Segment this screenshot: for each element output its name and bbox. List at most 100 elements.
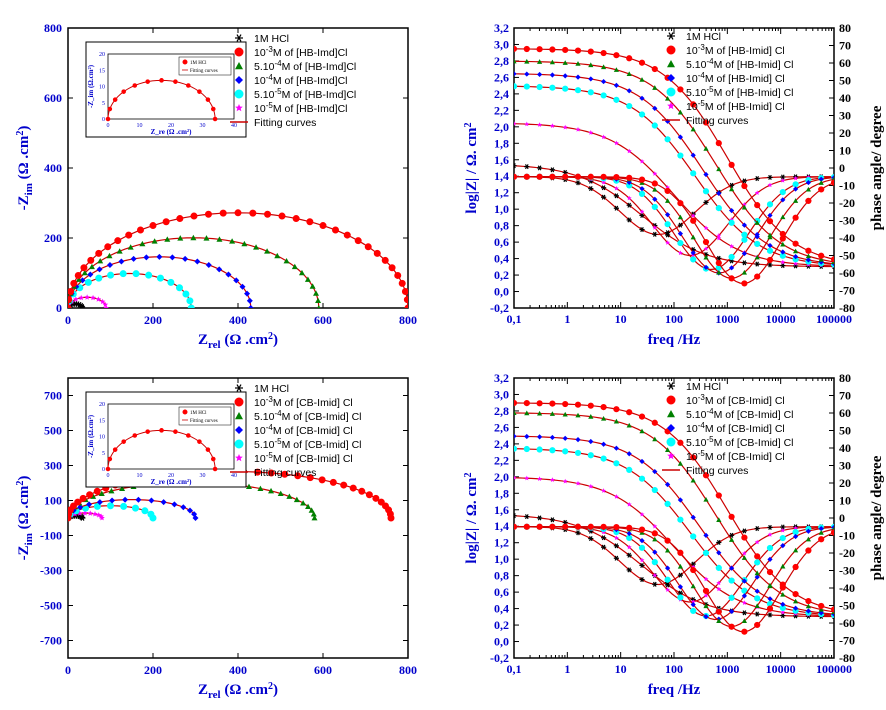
svg-text:1M HCl: 1M HCl xyxy=(686,31,721,43)
svg-text:10: 10 xyxy=(99,85,105,91)
svg-text:600: 600 xyxy=(44,91,62,105)
svg-text:log|Z| / Ω. cm2: log|Z| / Ω. cm2 xyxy=(463,122,480,213)
svg-text:5.10-5M of [CB-Imid] Cl: 5.10-5M of [CB-Imid] Cl xyxy=(686,435,794,449)
panel-bode-cb: 0,1110100100010000100000-0,20,00,20,40,6… xyxy=(458,360,886,700)
svg-text:-20: -20 xyxy=(839,546,855,560)
svg-text:-70: -70 xyxy=(839,634,855,648)
svg-text:2,4: 2,4 xyxy=(494,437,509,451)
svg-text:3,0: 3,0 xyxy=(494,387,509,401)
svg-text:10-3M of [HB-Imd]Cl: 10-3M of [HB-Imd]Cl xyxy=(254,45,348,59)
svg-text:0: 0 xyxy=(102,117,105,123)
svg-text:400: 400 xyxy=(44,161,62,175)
svg-text:-70: -70 xyxy=(839,284,855,298)
svg-text:Zrel (Ω .cm2): Zrel (Ω .cm2) xyxy=(198,331,278,350)
svg-text:5.10-4M of [HB-Imd]Cl: 5.10-4M of [HB-Imd]Cl xyxy=(254,59,356,73)
svg-text:0: 0 xyxy=(839,511,845,525)
svg-text:0,6: 0,6 xyxy=(494,585,509,599)
svg-text:0: 0 xyxy=(107,473,110,479)
svg-text:Fitting curves: Fitting curves xyxy=(190,69,218,74)
svg-text:20: 20 xyxy=(99,402,105,408)
svg-text:-Z_im (Ω.cm²): -Z_im (Ω.cm²) xyxy=(87,414,95,458)
svg-text:50: 50 xyxy=(839,74,851,88)
svg-text:15: 15 xyxy=(99,418,105,424)
svg-text:700: 700 xyxy=(44,389,62,403)
svg-text:-Zim (Ω .cm2): -Zim (Ω .cm2) xyxy=(15,126,35,211)
nyquist-cb: 0200400600800-700-500-300-10010030050070… xyxy=(10,360,443,700)
svg-text:-700: -700 xyxy=(40,634,62,648)
svg-text:20: 20 xyxy=(839,476,851,490)
svg-text:5.10-5M of [HB-Imd]Cl: 5.10-5M of [HB-Imd]Cl xyxy=(254,87,356,101)
svg-text:10: 10 xyxy=(137,123,143,129)
svg-text:Z_re (Ω .cm²): Z_re (Ω .cm²) xyxy=(151,478,192,486)
svg-text:10-3M of [CB-Imid] Cl: 10-3M of [CB-Imid] Cl xyxy=(254,395,353,409)
svg-text:40: 40 xyxy=(231,123,237,129)
svg-text:200: 200 xyxy=(44,231,62,245)
svg-text:3,2: 3,2 xyxy=(494,21,509,35)
svg-text:10-3M of [HB-Imid] Cl: 10-3M of [HB-Imid] Cl xyxy=(686,43,785,57)
svg-text:100: 100 xyxy=(665,312,683,326)
svg-text:30: 30 xyxy=(839,459,851,473)
svg-text:15: 15 xyxy=(99,68,105,74)
svg-text:10000: 10000 xyxy=(766,312,796,326)
svg-text:1M HCl: 1M HCl xyxy=(190,61,207,66)
svg-text:0,0: 0,0 xyxy=(494,635,509,649)
svg-text:40: 40 xyxy=(231,473,237,479)
svg-text:20: 20 xyxy=(839,126,851,140)
svg-text:-50: -50 xyxy=(839,599,855,613)
svg-text:Fitting curves: Fitting curves xyxy=(190,419,218,424)
svg-text:10-4M of [CB-Imid] Cl: 10-4M of [CB-Imid] Cl xyxy=(254,423,353,437)
svg-text:Fitting curves: Fitting curves xyxy=(254,117,316,129)
svg-text:10-5M of [CB-Imid] Cl: 10-5M of [CB-Imid] Cl xyxy=(686,449,785,463)
svg-text:Z_re (Ω .cm²): Z_re (Ω .cm²) xyxy=(151,128,192,136)
svg-text:2,8: 2,8 xyxy=(494,54,509,68)
svg-text:0,4: 0,4 xyxy=(494,252,509,266)
svg-text:5.10-5M of [HB-Imid] Cl: 5.10-5M of [HB-Imid] Cl xyxy=(686,85,794,99)
svg-text:5.10-4M of [CB-Imid] Cl: 5.10-4M of [CB-Imid] Cl xyxy=(254,409,362,423)
svg-text:phase angle/ degree: phase angle/ degree xyxy=(869,105,885,230)
svg-text:-300: -300 xyxy=(40,564,62,578)
svg-text:freq /Hz: freq /Hz xyxy=(648,682,701,698)
svg-text:40: 40 xyxy=(839,91,851,105)
svg-text:400: 400 xyxy=(229,663,247,677)
svg-text:-80: -80 xyxy=(839,301,855,315)
svg-text:1,6: 1,6 xyxy=(494,503,509,517)
svg-text:0,2: 0,2 xyxy=(494,618,509,632)
svg-text:0: 0 xyxy=(839,161,845,175)
svg-text:Zrel (Ω .cm2): Zrel (Ω .cm2) xyxy=(198,681,278,700)
svg-text:10-3M of [CB-Imid] Cl: 10-3M of [CB-Imid] Cl xyxy=(686,393,785,407)
svg-text:5: 5 xyxy=(102,101,105,107)
svg-text:5.10-5M of [CB-Imid] Cl: 5.10-5M of [CB-Imid] Cl xyxy=(254,437,362,451)
svg-text:phase angle/ degree: phase angle/ degree xyxy=(869,455,885,580)
svg-text:-10: -10 xyxy=(839,179,855,193)
svg-text:10: 10 xyxy=(615,312,627,326)
svg-text:0: 0 xyxy=(65,313,71,327)
svg-text:10: 10 xyxy=(99,435,105,441)
svg-text:1,0: 1,0 xyxy=(494,202,509,216)
svg-text:600: 600 xyxy=(314,313,332,327)
svg-text:10-5M of [HB-Imd]Cl: 10-5M of [HB-Imd]Cl xyxy=(254,101,348,115)
svg-text:1,2: 1,2 xyxy=(494,186,509,200)
svg-text:-100: -100 xyxy=(40,529,62,543)
svg-text:10-4M of [HB-Imid] Cl: 10-4M of [HB-Imid] Cl xyxy=(686,71,785,85)
svg-text:2,0: 2,0 xyxy=(494,120,509,134)
svg-text:0: 0 xyxy=(56,301,62,315)
svg-text:1,2: 1,2 xyxy=(494,536,509,550)
svg-text:1,6: 1,6 xyxy=(494,153,509,167)
svg-text:60: 60 xyxy=(839,406,851,420)
svg-text:0,4: 0,4 xyxy=(494,602,509,616)
svg-text:5.10-4M of [CB-Imid] Cl: 5.10-4M of [CB-Imid] Cl xyxy=(686,407,794,421)
svg-text:1M HCl: 1M HCl xyxy=(190,411,207,416)
svg-text:600: 600 xyxy=(314,663,332,677)
svg-text:1: 1 xyxy=(564,312,570,326)
svg-text:80: 80 xyxy=(839,371,851,385)
svg-text:0: 0 xyxy=(102,467,105,473)
svg-text:-60: -60 xyxy=(839,616,855,630)
svg-text:0,2: 0,2 xyxy=(494,268,509,282)
svg-text:1M HCl: 1M HCl xyxy=(254,383,289,395)
svg-text:2,2: 2,2 xyxy=(494,103,509,117)
svg-text:Fitting curves: Fitting curves xyxy=(254,467,316,479)
svg-text:3,0: 3,0 xyxy=(494,37,509,51)
nyquist-hb: 02004006008000200400600800Zrel (Ω .cm2)-… xyxy=(10,10,443,350)
svg-text:40: 40 xyxy=(839,441,851,455)
svg-text:60: 60 xyxy=(839,56,851,70)
